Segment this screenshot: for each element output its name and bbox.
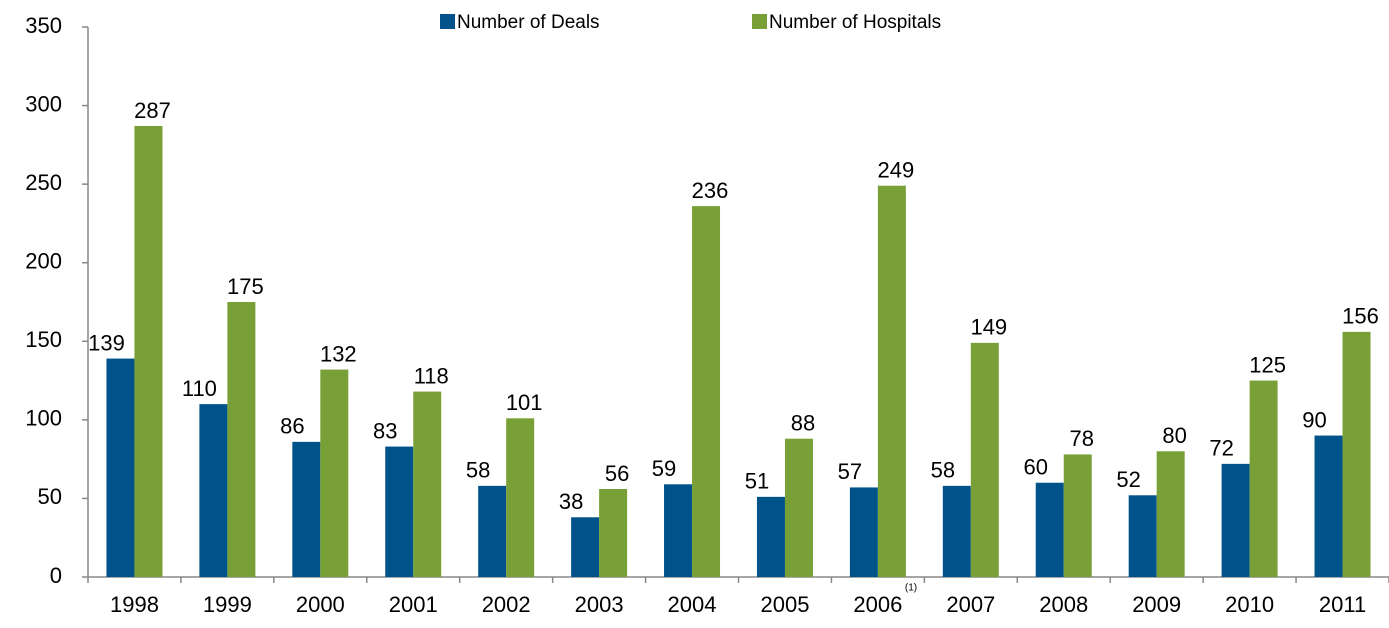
bar (756, 496, 785, 577)
bar (849, 487, 878, 577)
bar (199, 404, 228, 577)
y-tick-label: 350 (25, 13, 62, 38)
value-label: 156 (1342, 304, 1379, 329)
bar (292, 441, 321, 577)
x-tick-label: 2003 (575, 592, 624, 617)
value-label: 236 (692, 178, 729, 203)
x-tick-label: 2010 (1225, 592, 1274, 617)
value-label: 60 (1024, 455, 1048, 480)
value-label: 52 (1116, 467, 1140, 492)
x-tick-label: 2008 (1039, 592, 1088, 617)
value-label: 80 (1162, 423, 1186, 448)
bar (1063, 454, 1092, 577)
y-tick-label: 100 (25, 406, 62, 431)
value-label: 58 (466, 458, 490, 483)
value-label: 132 (320, 341, 357, 366)
bar (571, 517, 600, 577)
bar (413, 391, 442, 577)
bar (320, 369, 349, 577)
x-tick-label: 2002 (482, 592, 531, 617)
bar (106, 358, 135, 577)
value-label: 118 (414, 363, 449, 388)
y-tick-label: 150 (25, 327, 62, 352)
bar (664, 484, 693, 577)
footnote-marker: (1) (905, 583, 917, 594)
bar (478, 485, 507, 577)
bar (877, 185, 906, 577)
legend-label: Number of Hospitals (769, 12, 941, 33)
value-label: 83 (373, 418, 397, 443)
value-label: 58 (931, 458, 955, 483)
value-label: 38 (559, 489, 583, 514)
value-label: 78 (1070, 426, 1094, 451)
value-label: 57 (838, 459, 862, 484)
value-label: 249 (878, 158, 915, 183)
value-label: 101 (506, 390, 543, 415)
y-tick-label: 0 (50, 563, 62, 588)
value-label: 88 (791, 411, 815, 436)
y-tick-label: 50 (38, 484, 62, 509)
x-tick-label: 1998 (110, 592, 159, 617)
legend-swatch (440, 14, 455, 29)
x-tick-label: 2006 (853, 592, 902, 617)
x-tick-label: 2001 (389, 592, 438, 617)
y-tick-label: 250 (25, 170, 62, 195)
bar (1128, 495, 1157, 577)
value-label: 72 (1209, 436, 1233, 461)
value-label: 149 (970, 315, 1007, 340)
y-tick-label: 200 (25, 249, 62, 274)
bar (1249, 380, 1278, 577)
value-label: 56 (605, 461, 629, 486)
x-tick-label: 2009 (1132, 592, 1181, 617)
legend-label: Number of Deals (457, 12, 600, 33)
value-label: 59 (652, 456, 676, 481)
bar (942, 485, 971, 577)
bar (1221, 463, 1250, 577)
value-label: 51 (745, 469, 769, 494)
bar (134, 126, 163, 577)
bar (1342, 331, 1371, 577)
bar (970, 342, 999, 577)
x-tick-label: 1999 (203, 592, 252, 617)
bar (385, 446, 414, 577)
value-label: 175 (227, 274, 264, 299)
bar (1156, 451, 1185, 577)
x-tick-label: 2007 (946, 592, 995, 617)
bar (506, 418, 535, 577)
y-tick-label: 300 (25, 91, 62, 116)
bar (599, 489, 628, 577)
bar (1314, 435, 1343, 577)
value-label: 86 (280, 414, 304, 439)
x-tick-label: 2005 (760, 592, 809, 617)
x-tick-label: 2011 (1319, 592, 1366, 617)
value-label: 90 (1302, 407, 1326, 432)
x-tick-label: 2004 (668, 592, 717, 617)
value-label: 110 (182, 376, 217, 401)
value-label: 287 (134, 98, 171, 123)
value-label: 125 (1249, 352, 1286, 377)
x-tick-label: 2000 (296, 592, 345, 617)
bar (1035, 482, 1064, 577)
value-label: 139 (88, 330, 125, 355)
bar (784, 438, 813, 577)
bar (227, 302, 256, 577)
legend-swatch (752, 14, 767, 29)
bar (692, 206, 721, 577)
